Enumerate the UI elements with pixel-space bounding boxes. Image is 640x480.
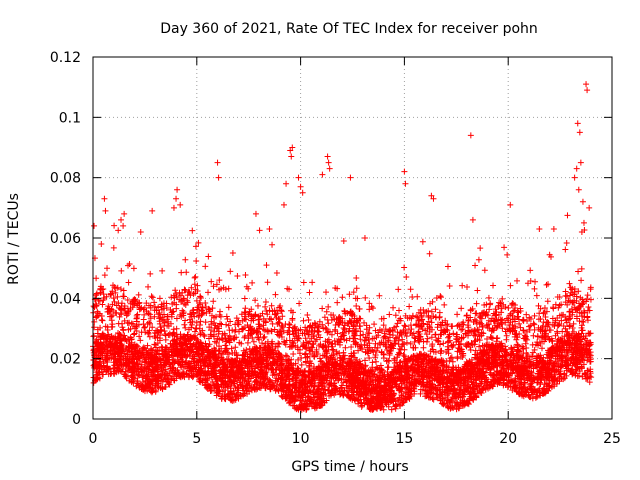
data-point: [476, 343, 483, 350]
data-point: [409, 293, 416, 300]
data-point: [384, 357, 391, 364]
data-point: [263, 262, 270, 269]
data-point: [420, 344, 427, 351]
data-point: [426, 250, 433, 257]
data-point: [213, 281, 220, 288]
data-point: [302, 335, 309, 342]
data-point: [234, 273, 241, 280]
data-point: [194, 282, 201, 289]
data-point: [146, 333, 153, 340]
data-point: [149, 294, 156, 301]
data-point: [531, 321, 538, 328]
data-points: [90, 81, 595, 413]
data-point: [262, 298, 269, 305]
data-point: [329, 346, 336, 353]
data-point: [552, 301, 559, 308]
data-point: [543, 308, 550, 315]
data-point: [278, 308, 285, 315]
data-point: [141, 324, 148, 331]
data-point: [202, 263, 209, 270]
data-point: [334, 299, 341, 306]
data-point: [566, 323, 573, 330]
data-point: [155, 311, 162, 318]
data-point: [210, 298, 217, 305]
data-point: [295, 356, 302, 363]
data-point: [277, 303, 284, 310]
data-point: [356, 305, 363, 312]
data-point: [437, 292, 444, 299]
data-point: [262, 303, 269, 310]
data-point: [454, 311, 461, 318]
data-point: [328, 343, 335, 350]
data-point: [484, 335, 491, 342]
chart-title: Day 360 of 2021, Rate Of TEC Index for r…: [160, 21, 538, 37]
data-point: [156, 310, 163, 317]
data-point: [191, 281, 198, 288]
data-point: [111, 222, 118, 229]
data-point: [325, 320, 332, 327]
data-point: [527, 267, 534, 274]
data-point: [145, 330, 152, 337]
